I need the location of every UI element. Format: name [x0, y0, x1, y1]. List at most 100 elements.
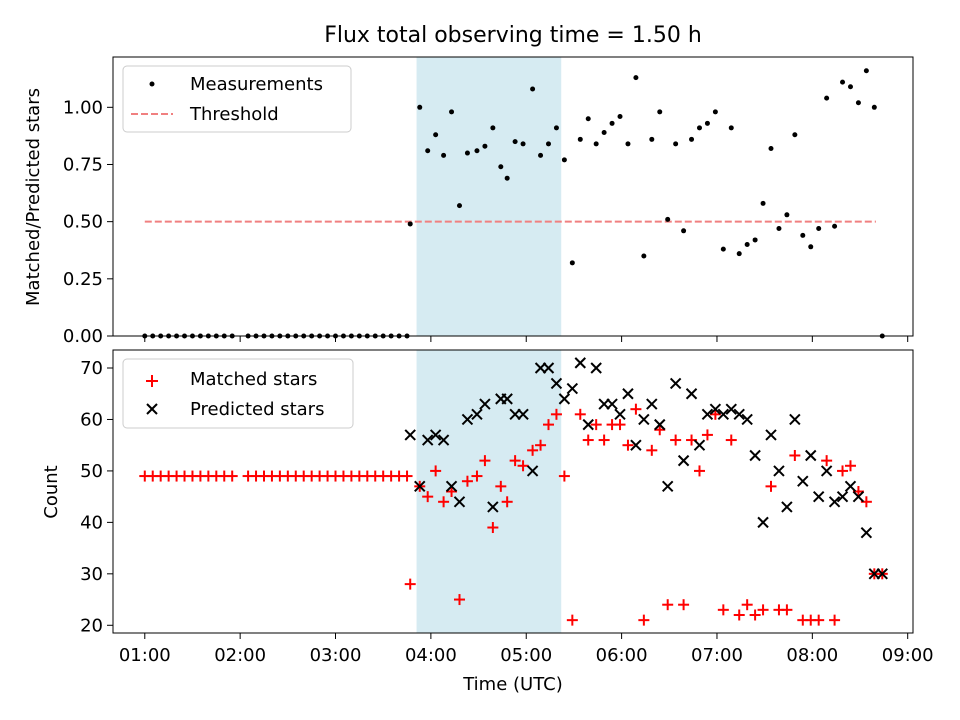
matched-star-point — [558, 470, 570, 482]
measurement-point — [784, 212, 790, 218]
predicted-star-point — [421, 434, 434, 446]
matched-star-point — [678, 599, 690, 611]
predicted-star-point — [453, 496, 466, 508]
predicted-star-point — [852, 490, 865, 503]
measurement-point — [593, 141, 599, 147]
predicted-star-point — [461, 413, 474, 426]
matched-star-point — [495, 480, 507, 492]
measurement-point — [498, 164, 504, 170]
top-legend: Measurements Threshold — [122, 65, 352, 133]
x-tick-label: 09:00 — [882, 645, 934, 666]
predicted-star-point — [860, 526, 873, 539]
top-axes-frame — [112, 56, 914, 337]
measurement-point — [464, 150, 470, 156]
measurement-point — [641, 253, 647, 259]
matched-star-point — [574, 408, 586, 420]
matched-star-point — [622, 439, 634, 451]
top-y-tick-label: 0.75 — [63, 154, 103, 175]
measurement-point — [847, 84, 853, 90]
predicted-star-point — [414, 480, 426, 493]
legend-matched-label: Matched stars — [190, 369, 317, 390]
matched-star-point — [829, 614, 841, 626]
measurement-point — [561, 157, 567, 163]
matched-star-point — [693, 465, 705, 477]
measurement-point — [808, 244, 814, 250]
x-axis-label: Time (UTC) — [462, 674, 563, 695]
measurement-point — [585, 116, 591, 122]
top-legend-box — [122, 65, 352, 133]
matched-star-point — [749, 609, 761, 621]
matched-star-point — [401, 470, 413, 482]
matched-star-point — [741, 599, 753, 611]
measurement-point — [449, 109, 455, 115]
predicted-star-point — [471, 408, 483, 421]
matched-star-point — [654, 424, 666, 436]
matched-star-point — [501, 496, 513, 508]
measurement-point — [530, 86, 536, 92]
legend-threshold-label: Threshold — [189, 104, 279, 125]
predicted-star-point — [429, 429, 442, 441]
bottom-panel: 20 30 40 50 60 70 01:00 02:00 03:00 04:00 05:00 06… — [41, 349, 934, 695]
matched-star-point — [813, 614, 825, 626]
bottom-y-tick-label: 50 — [80, 461, 103, 482]
measurement-point — [800, 232, 806, 238]
measurement-point — [520, 141, 526, 147]
predicted-star-point — [741, 413, 753, 426]
measurement-point — [752, 237, 758, 243]
measurement-point — [407, 221, 413, 227]
top-y-tick-label: 0.00 — [63, 326, 103, 347]
predicted-star-point — [669, 377, 682, 390]
matched-stars-points — [139, 403, 888, 626]
measurement-point — [504, 175, 510, 181]
x-tick-label: 01:00 — [119, 645, 171, 666]
measurement-point — [736, 251, 742, 257]
predicted-star-point — [574, 357, 586, 369]
predicted-star-point — [614, 408, 626, 421]
measurement-point — [840, 79, 846, 85]
matched-star-point — [487, 522, 499, 534]
bottom-axes-frame — [112, 349, 914, 634]
predicted-star-point — [805, 449, 817, 462]
top-x-ticks — [144, 336, 909, 342]
top-y-tick-label: 0.50 — [63, 212, 103, 233]
measurement-point — [601, 129, 607, 135]
measurement-point — [768, 145, 774, 151]
measurement-point — [704, 120, 710, 126]
predicted-star-point — [757, 516, 769, 529]
measurement-point — [744, 242, 750, 248]
matched-star-point — [733, 609, 745, 621]
predicted-star-point — [709, 403, 722, 415]
predicted-star-point — [812, 490, 825, 503]
matched-star-point — [662, 599, 674, 611]
bottom-y-tick-label: 20 — [80, 615, 103, 636]
x-tick-label: 08:00 — [786, 645, 838, 666]
matched-star-point — [701, 429, 713, 441]
measurement-point — [482, 143, 488, 149]
matched-star-point — [566, 614, 578, 626]
predicted-star-point — [437, 434, 450, 446]
measurement-point — [816, 226, 822, 232]
measurement-point — [696, 125, 702, 131]
top-y-tick-label: 1.00 — [63, 97, 103, 118]
predicted-star-point — [404, 429, 416, 441]
measurement-point — [760, 200, 766, 206]
predicted-star-point — [789, 413, 801, 426]
matched-star-point — [725, 434, 737, 446]
predicted-star-point — [526, 465, 539, 477]
measurement-point — [824, 95, 830, 101]
predicted-star-point — [646, 398, 658, 410]
x-tick-label: 02:00 — [214, 645, 266, 666]
predicted-star-point — [749, 449, 761, 462]
predicted-star-point — [654, 418, 666, 431]
predicted-star-point — [566, 382, 579, 395]
x-tick-label: 07:00 — [691, 645, 743, 666]
bottom-x-ticks: 01:00 02:00 03:00 04:00 05:00 06:00 07:00 08:00… — [119, 633, 934, 666]
x-tick-label: 06:00 — [596, 645, 648, 666]
top-highlight-span — [416, 57, 562, 336]
measurement-point — [512, 139, 518, 145]
predicted-star-point — [836, 490, 849, 503]
predicted-star-point — [558, 393, 571, 405]
bottom-legend-box — [122, 358, 354, 429]
matched-star-point — [757, 604, 769, 616]
